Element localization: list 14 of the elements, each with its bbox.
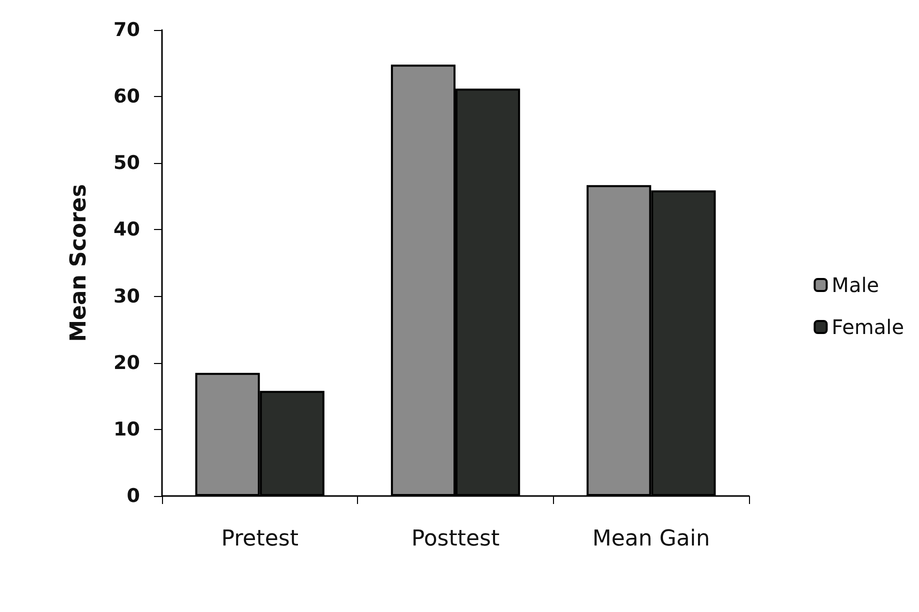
y-tick-label: 20: [114, 352, 140, 374]
y-tick-label: 0: [126, 485, 140, 507]
legend-label: Female: [832, 315, 904, 339]
x-tick-label: Posttest: [411, 526, 500, 552]
x-tick-label: Mean Gain: [592, 526, 710, 552]
y-tick-label: 60: [114, 86, 140, 108]
x-tick-label: Pretest: [221, 526, 299, 552]
y-tick-label: 30: [114, 285, 140, 308]
y-tick-label: 50: [114, 152, 140, 174]
y-tick-label: 10: [114, 418, 140, 440]
legend-label: Male: [832, 273, 880, 297]
y-tick-label: 40: [114, 218, 140, 241]
y-tick-label: 70: [114, 19, 140, 41]
y-axis-title: Mean Scores: [66, 184, 92, 342]
